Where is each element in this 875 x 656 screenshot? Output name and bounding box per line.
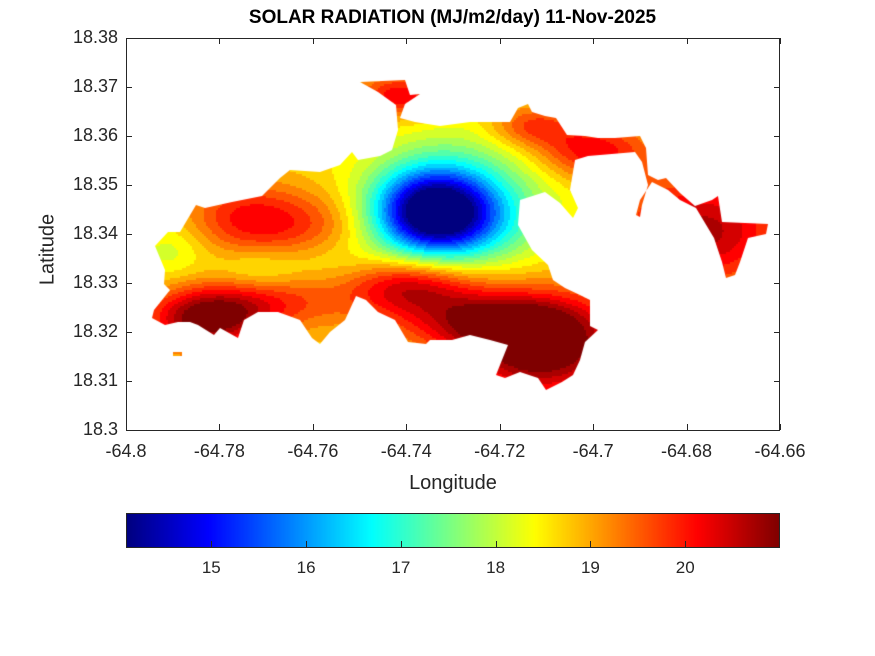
colorbar-tick-label: 16 [296, 558, 316, 577]
colorbar-tick-label: 17 [391, 558, 411, 577]
y-tick-label: 18.36 [72, 125, 118, 145]
x-tick-label: -64.72 [474, 441, 526, 461]
y-tick-label: 18.38 [72, 27, 118, 47]
x-tick-label: -64.66 [754, 441, 806, 461]
y-ticks [126, 38, 780, 431]
colorbar-gradient [126, 513, 780, 548]
y-tick-label: 18.33 [72, 272, 118, 292]
x-axis-label: Longitude [409, 472, 497, 494]
colorbar-tick-label: 20 [675, 558, 695, 577]
x-ticks [126, 38, 781, 430]
colorbar-box [126, 513, 780, 548]
chart-title: SOLAR RADIATION (MJ/m2/day) 11-Nov-2025 [248, 7, 657, 28]
x-tick-label: -64.74 [380, 441, 432, 461]
colorbar-ticks [211, 541, 686, 548]
x-tick-label: -64.78 [193, 441, 245, 461]
y-tick-label: 18.31 [72, 370, 118, 390]
x-tick-label: -64.68 [661, 441, 713, 461]
colorbar-tick-label: 15 [201, 558, 221, 577]
plot-area [126, 38, 781, 431]
solar-radiation-contour-map [126, 38, 780, 430]
y-tick-label: 18.34 [72, 223, 118, 243]
y-tick-label: 18.3 [82, 419, 118, 439]
y-tick-label: 18.32 [72, 321, 118, 341]
y-tick-label: 18.37 [72, 76, 118, 96]
x-tick-label: -64.8 [105, 441, 147, 461]
x-tick-label: -64.7 [572, 441, 614, 461]
y-tick-label: 18.35 [72, 174, 118, 194]
x-tick-label: -64.76 [287, 441, 339, 461]
colorbar-tick-label: 18 [486, 558, 506, 577]
colorbar [126, 513, 780, 548]
colorbar-tick-label: 19 [580, 558, 600, 577]
